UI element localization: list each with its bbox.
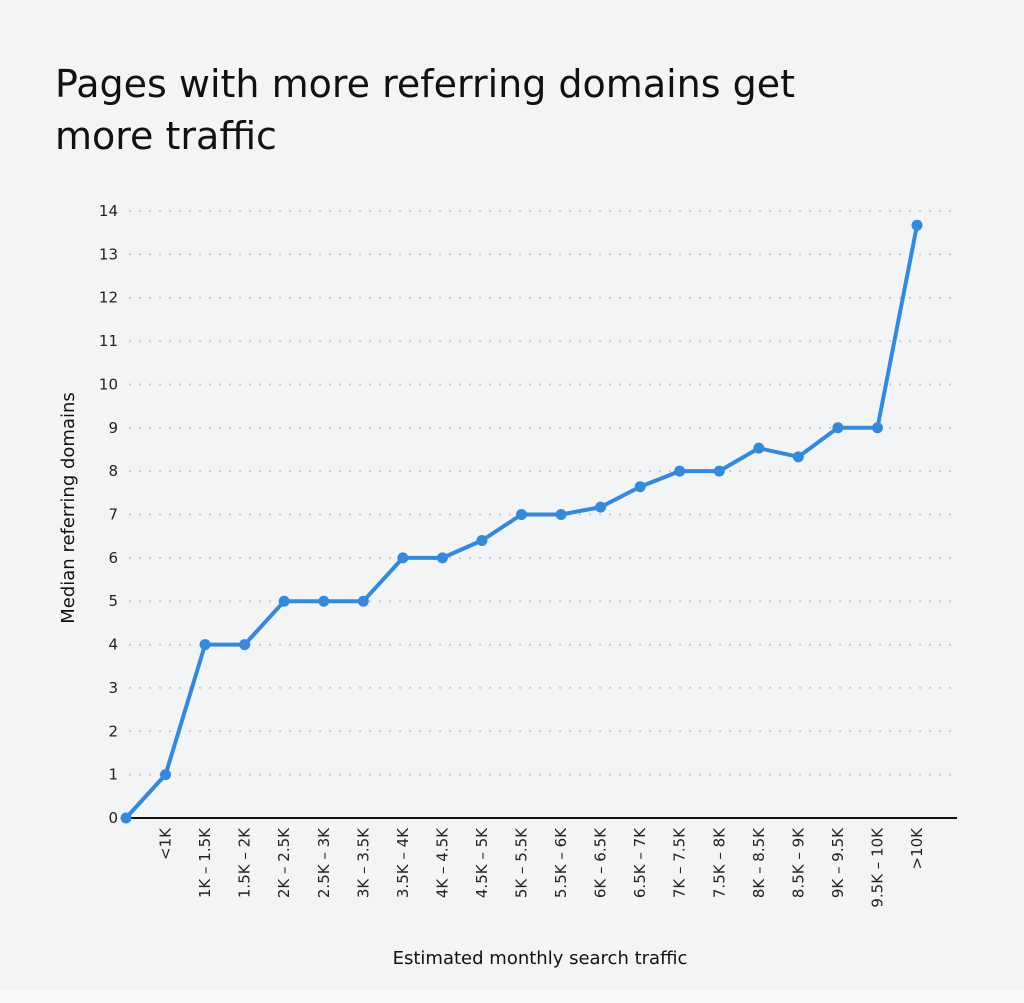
data-point — [160, 769, 172, 781]
data-point — [674, 465, 686, 477]
data-point — [199, 639, 211, 651]
x-tick-label: 8K – 8.5K — [750, 827, 768, 898]
data-point — [792, 451, 804, 463]
x-tick-label: 2.5K – 3K — [315, 827, 333, 898]
x-tick-label: 4K – 4.5K — [433, 827, 451, 898]
x-tick-label: 1.5K – 2K — [236, 827, 254, 898]
x-tick-label: 5K – 5.5K — [513, 827, 531, 898]
data-point — [516, 509, 527, 520]
data-point — [318, 595, 330, 607]
chart-title: Pages with more referring domains get mo… — [55, 62, 796, 158]
y-tick-label: 4 — [108, 636, 118, 654]
data-point — [278, 595, 290, 607]
y-tick-label: 2 — [108, 722, 118, 740]
series — [120, 219, 923, 824]
y-tick-label: 7 — [108, 506, 118, 524]
x-tick-label: <1K — [157, 827, 175, 860]
x-tick-label: 5.5K – 6K — [552, 827, 570, 898]
y-tick-label: 10 — [99, 375, 118, 393]
y-tick-label: 13 — [99, 245, 118, 263]
x-tick-label: 6K – 6.5K — [592, 827, 610, 898]
x-tick-label: 7.5K – 8K — [710, 827, 728, 898]
data-point — [871, 422, 883, 434]
y-tick-label: 14 — [99, 202, 118, 220]
x-tick-labels: <1K 1K – 1.5K 1.5K – 2K 2K – 2.5K 2.5K – 3K 3… — [157, 827, 926, 908]
x-tick-label: >10K — [908, 827, 926, 870]
y-tick-label: 9 — [108, 419, 118, 437]
data-point — [120, 812, 132, 824]
x-tick-label: 6.5K – 7K — [631, 827, 649, 898]
x-tick-label: 9.5K – 10K — [868, 827, 886, 908]
y-tick-label: 5 — [108, 592, 118, 610]
data-point — [357, 595, 369, 607]
data-point — [713, 465, 725, 477]
y-tick-label: 12 — [99, 289, 118, 307]
y-tick-label: 0 — [108, 809, 118, 827]
data-point — [397, 552, 409, 564]
data-point — [911, 219, 923, 231]
data-point — [436, 552, 448, 564]
x-tick-label: 3.5K – 4K — [394, 827, 412, 898]
y-tick-label: 3 — [108, 679, 118, 697]
y-tick-label: 11 — [99, 332, 118, 350]
y-tick-label: 6 — [108, 549, 118, 567]
x-tick-label: 1K – 1.5K — [196, 827, 214, 898]
data-point — [595, 501, 607, 513]
x-tick-label: 7K – 7.5K — [671, 827, 689, 898]
x-tick-label: 4.5K – 5K — [473, 827, 491, 898]
x-tick-label: 9K – 9.5K — [829, 827, 847, 898]
data-point — [634, 481, 646, 493]
x-tick-label: 3K – 3.5K — [354, 827, 372, 898]
data-point — [239, 639, 251, 651]
x-axis-label: Estimated monthly search traffic — [393, 948, 688, 969]
data-point — [555, 509, 567, 520]
gridlines — [129, 210, 958, 776]
data-point — [753, 442, 765, 454]
y-tick-label: 1 — [108, 766, 118, 784]
data-point — [476, 535, 488, 547]
y-tick-label: 8 — [108, 462, 118, 480]
data-point — [832, 422, 844, 434]
series-line — [124, 224, 919, 820]
x-tick-label: 2K – 2.5K — [275, 827, 293, 898]
y-axis-label: Median referring domains — [58, 392, 79, 624]
bottom-band — [0, 990, 1024, 1003]
x-tick-label: 8.5K – 9K — [789, 827, 807, 898]
